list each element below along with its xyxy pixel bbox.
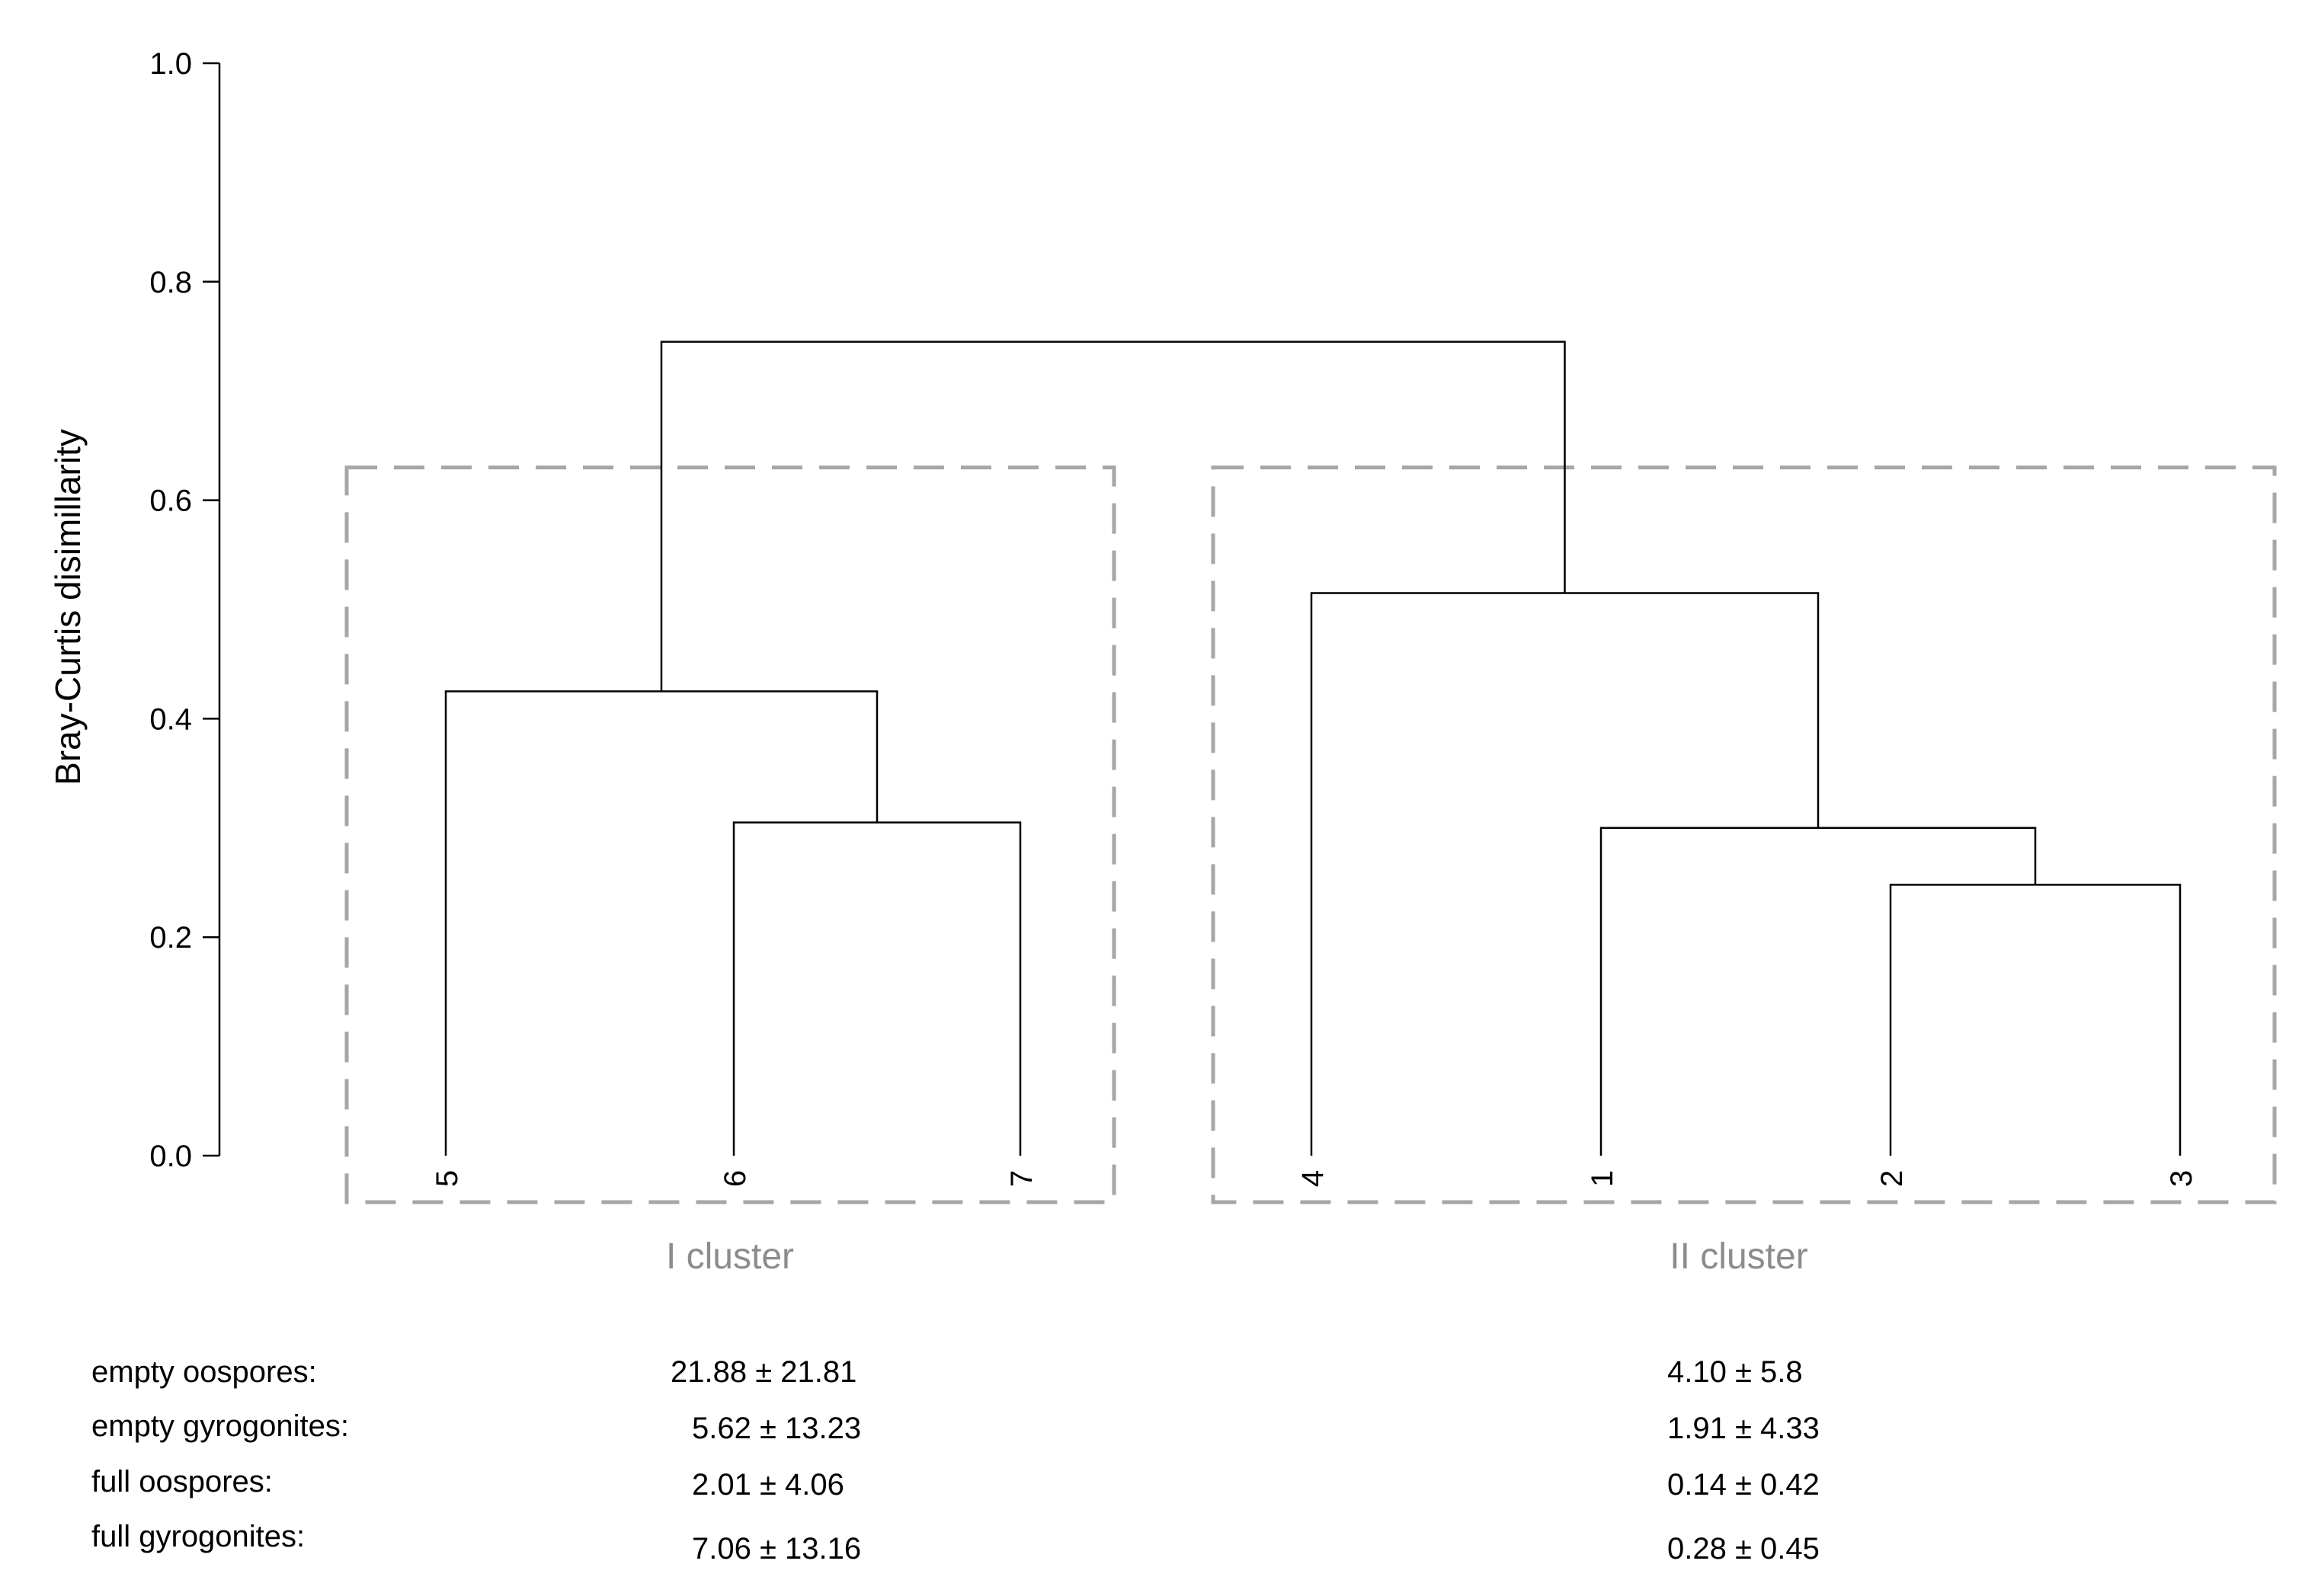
cluster-label: II cluster <box>1670 1236 1807 1277</box>
y-tick-label: 0.2 <box>149 921 192 955</box>
cluster-box <box>344 465 1116 1204</box>
stats-cluster1-value: 2.01 ± 4.06 <box>692 1468 844 1502</box>
stats-cluster2-value: 0.28 ± 0.45 <box>1667 1532 1820 1566</box>
leaf-label-1: 1 <box>1586 1170 1619 1187</box>
leaf-label-7: 7 <box>1005 1170 1039 1187</box>
y-axis: 0.0 0.2 0.4 0.6 0.8 1.0 <box>149 47 221 1173</box>
stats-cluster2-value: 0.14 ± 0.42 <box>1667 1468 1820 1502</box>
leaf-label-6: 6 <box>719 1170 752 1187</box>
y-axis-title: Bray-Curtis disimillarity <box>48 429 88 785</box>
stats-row-label: empty oospores: <box>91 1355 317 1389</box>
dendrogram-link <box>1889 884 2182 1156</box>
stats-cluster2-value: 1.91 ± 4.33 <box>1667 1412 1820 1445</box>
y-tick-label: 0.8 <box>149 266 192 299</box>
stats-row-label: full oospores: <box>91 1465 273 1498</box>
leaf-label-3: 3 <box>2165 1170 2198 1187</box>
cluster-label: I cluster <box>666 1236 794 1277</box>
stats-cluster2-value: 4.10 ± 5.8 <box>1667 1355 1803 1389</box>
cluster-boxes <box>344 465 2277 1204</box>
dendrogram-link <box>444 690 879 1156</box>
leaf-label-4: 4 <box>1296 1170 1330 1187</box>
stats-cluster1-value: 7.06 ± 13.16 <box>692 1532 861 1566</box>
y-tick-label: 0.6 <box>149 485 192 518</box>
dendrogram-link <box>1310 592 1820 1156</box>
leaf-label-5: 5 <box>431 1170 464 1187</box>
y-tick-label: 0.0 <box>149 1140 192 1173</box>
stats-row-label: empty gyrogonites: <box>91 1409 349 1443</box>
dendrogram-link <box>660 341 1566 692</box>
y-tick-label: 1.0 <box>149 47 192 81</box>
leaf-label-2: 2 <box>1875 1170 1909 1187</box>
dendrogram-link <box>1599 827 2037 1156</box>
cluster-box <box>1211 465 2277 1204</box>
dendrogram-links <box>444 341 2182 1156</box>
leaf-labels: 5 6 7 4 1 2 3 <box>431 1170 2198 1187</box>
stats-cluster1-value: 21.88 ± 21.81 <box>671 1355 856 1389</box>
stats-row-label: full gyrogonites: <box>91 1520 305 1553</box>
dendrogram-link <box>732 821 1022 1156</box>
stats-table: empty oospores: 21.88 ± 21.81 4.10 ± 5.8 em… <box>91 1355 1820 1566</box>
stats-cluster1-value: 5.62 ± 13.23 <box>692 1412 861 1445</box>
cluster-labels: I cluster II cluster <box>666 1236 1808 1277</box>
y-tick-label: 0.4 <box>149 702 192 736</box>
